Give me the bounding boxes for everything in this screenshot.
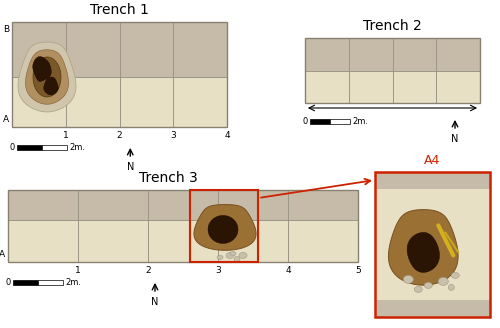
Text: 2: 2 xyxy=(145,266,151,275)
Bar xyxy=(375,172,490,317)
Bar xyxy=(12,77,227,127)
Bar xyxy=(12,22,227,127)
Bar xyxy=(330,119,350,124)
Ellipse shape xyxy=(226,253,234,258)
Polygon shape xyxy=(407,233,440,272)
Bar xyxy=(375,299,490,317)
Text: A4: A4 xyxy=(424,154,440,167)
Text: 0: 0 xyxy=(303,117,308,126)
Text: Trench 2: Trench 2 xyxy=(363,19,422,33)
Text: 4: 4 xyxy=(285,266,291,275)
Text: 0: 0 xyxy=(6,278,11,287)
Text: 1: 1 xyxy=(75,266,81,275)
Ellipse shape xyxy=(414,286,422,292)
Text: Trench 1: Trench 1 xyxy=(90,3,149,17)
Polygon shape xyxy=(194,205,256,250)
Bar xyxy=(305,38,480,103)
Bar xyxy=(12,22,227,77)
Bar xyxy=(375,172,490,189)
Text: 2m.: 2m. xyxy=(69,143,85,152)
Bar xyxy=(190,190,258,262)
Text: 5: 5 xyxy=(355,266,361,275)
Text: 0: 0 xyxy=(10,143,15,152)
Polygon shape xyxy=(388,210,458,285)
Bar xyxy=(8,190,358,262)
Text: N: N xyxy=(452,134,458,144)
Text: 1: 1 xyxy=(63,131,68,140)
Ellipse shape xyxy=(217,256,223,259)
Text: A: A xyxy=(0,250,5,259)
Polygon shape xyxy=(208,215,238,243)
Text: B: B xyxy=(3,25,9,34)
Bar xyxy=(38,280,63,285)
Polygon shape xyxy=(33,57,61,97)
Bar xyxy=(375,189,490,299)
Bar xyxy=(310,119,330,124)
Ellipse shape xyxy=(424,282,432,288)
Bar xyxy=(8,190,358,220)
Polygon shape xyxy=(26,50,68,104)
Bar xyxy=(13,280,38,285)
Ellipse shape xyxy=(404,276,413,283)
Text: 3: 3 xyxy=(170,131,176,140)
Text: Trench 3: Trench 3 xyxy=(138,171,198,185)
Text: A: A xyxy=(3,115,9,124)
Ellipse shape xyxy=(452,272,460,278)
Polygon shape xyxy=(18,42,76,112)
Bar xyxy=(305,71,480,103)
Ellipse shape xyxy=(438,277,448,285)
Ellipse shape xyxy=(239,253,247,258)
Text: 2m.: 2m. xyxy=(352,117,368,126)
Bar xyxy=(42,145,67,150)
Polygon shape xyxy=(33,56,51,81)
Bar xyxy=(305,38,480,71)
Text: 2: 2 xyxy=(116,131,122,140)
Text: 4: 4 xyxy=(224,131,230,140)
Bar xyxy=(8,220,358,262)
Bar xyxy=(17,145,42,150)
Text: 2m.: 2m. xyxy=(65,278,81,287)
Text: N: N xyxy=(152,297,158,307)
Polygon shape xyxy=(44,77,58,95)
Ellipse shape xyxy=(448,284,454,290)
Ellipse shape xyxy=(230,252,236,256)
Text: N: N xyxy=(126,162,134,172)
Text: 3: 3 xyxy=(215,266,221,275)
Ellipse shape xyxy=(234,256,240,262)
